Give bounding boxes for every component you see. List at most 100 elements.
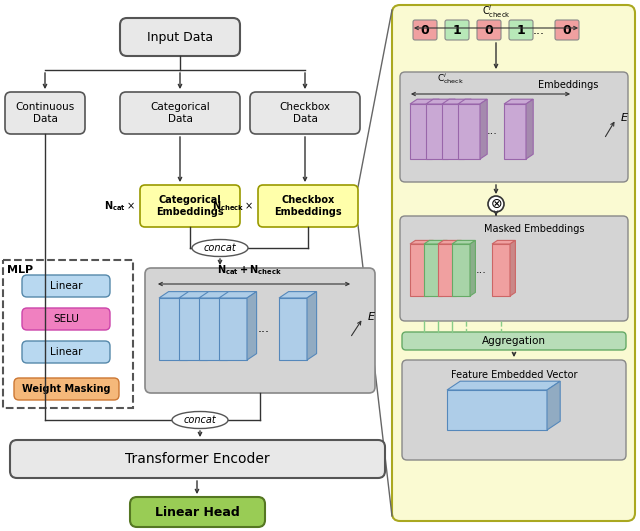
Text: ...: ...	[476, 265, 486, 275]
Circle shape	[488, 196, 504, 212]
Text: Categorical
Data: Categorical Data	[150, 102, 210, 124]
FancyBboxPatch shape	[22, 275, 110, 297]
Text: 1: 1	[516, 23, 525, 37]
FancyBboxPatch shape	[392, 5, 635, 521]
Text: 0: 0	[563, 23, 572, 37]
Text: Masked Embeddings: Masked Embeddings	[484, 224, 584, 234]
Text: $\mathrm{C}^i_{\mathrm{check}}$: $\mathrm{C}^i_{\mathrm{check}}$	[436, 71, 463, 86]
Polygon shape	[526, 99, 533, 159]
Polygon shape	[159, 292, 196, 298]
Text: Aggregation: Aggregation	[482, 336, 546, 346]
FancyBboxPatch shape	[258, 185, 358, 227]
Polygon shape	[428, 241, 433, 296]
Text: $\mathbf{N}_{\mathbf{check}}\times$: $\mathbf{N}_{\mathbf{check}}\times$	[212, 199, 253, 213]
Text: concat: concat	[204, 243, 236, 253]
Polygon shape	[464, 99, 471, 159]
Polygon shape	[410, 241, 433, 244]
Polygon shape	[442, 241, 447, 296]
Polygon shape	[219, 298, 247, 360]
FancyBboxPatch shape	[120, 92, 240, 134]
Text: Transformer Encoder: Transformer Encoder	[125, 452, 270, 466]
Ellipse shape	[172, 412, 228, 429]
Text: Embeddings: Embeddings	[538, 80, 598, 90]
FancyBboxPatch shape	[400, 216, 628, 321]
FancyBboxPatch shape	[10, 440, 385, 478]
Text: Linear: Linear	[50, 347, 83, 357]
Text: MLP: MLP	[7, 265, 33, 275]
Polygon shape	[179, 298, 207, 360]
Polygon shape	[456, 241, 461, 296]
Polygon shape	[447, 390, 547, 430]
Text: Linear Head: Linear Head	[155, 506, 240, 518]
Polygon shape	[279, 292, 317, 298]
FancyBboxPatch shape	[145, 268, 375, 393]
Polygon shape	[442, 104, 464, 159]
FancyBboxPatch shape	[402, 360, 626, 460]
Polygon shape	[187, 292, 196, 360]
Text: Weight Masking: Weight Masking	[22, 384, 111, 394]
Polygon shape	[547, 381, 560, 430]
FancyBboxPatch shape	[402, 332, 626, 350]
Text: Linear: Linear	[50, 281, 83, 291]
Ellipse shape	[192, 239, 248, 256]
Polygon shape	[199, 292, 237, 298]
FancyBboxPatch shape	[3, 260, 133, 408]
Polygon shape	[432, 99, 439, 159]
Polygon shape	[470, 241, 476, 296]
Polygon shape	[504, 104, 526, 159]
Polygon shape	[492, 241, 515, 244]
Polygon shape	[438, 241, 461, 244]
FancyBboxPatch shape	[120, 18, 240, 56]
Polygon shape	[480, 99, 487, 159]
Polygon shape	[426, 99, 455, 104]
Polygon shape	[504, 99, 533, 104]
Text: concat: concat	[184, 415, 216, 425]
Text: Continuous
Data: Continuous Data	[15, 102, 75, 124]
Polygon shape	[410, 104, 432, 159]
Text: SELU: SELU	[53, 314, 79, 324]
Polygon shape	[438, 244, 456, 296]
FancyBboxPatch shape	[477, 20, 501, 40]
Text: $\otimes$: $\otimes$	[490, 197, 502, 211]
Polygon shape	[510, 241, 515, 296]
Polygon shape	[159, 298, 187, 360]
FancyBboxPatch shape	[250, 92, 360, 134]
Polygon shape	[199, 298, 227, 360]
Polygon shape	[452, 244, 470, 296]
Polygon shape	[207, 292, 216, 360]
Polygon shape	[447, 381, 560, 390]
Text: Input Data: Input Data	[147, 30, 213, 44]
Text: $E$: $E$	[367, 310, 376, 322]
FancyBboxPatch shape	[130, 497, 265, 527]
Polygon shape	[426, 104, 448, 159]
Polygon shape	[179, 292, 216, 298]
Text: ...: ...	[533, 23, 545, 37]
FancyBboxPatch shape	[445, 20, 469, 40]
FancyBboxPatch shape	[509, 20, 533, 40]
FancyBboxPatch shape	[140, 185, 240, 227]
Polygon shape	[492, 244, 510, 296]
FancyBboxPatch shape	[555, 20, 579, 40]
Polygon shape	[458, 104, 480, 159]
Polygon shape	[247, 292, 257, 360]
Polygon shape	[410, 99, 439, 104]
Text: $\mathbf{N_{cat}+N_{check}}$: $\mathbf{N_{cat}+N_{check}}$	[218, 263, 282, 277]
Polygon shape	[458, 99, 487, 104]
Text: Checkbox
Embeddings: Checkbox Embeddings	[274, 195, 342, 217]
Text: Categorical
Embeddings: Categorical Embeddings	[156, 195, 224, 217]
Text: Feature Embedded Vector: Feature Embedded Vector	[451, 370, 577, 380]
Text: ...: ...	[486, 126, 497, 136]
Polygon shape	[279, 298, 307, 360]
Text: 1: 1	[452, 23, 461, 37]
Polygon shape	[448, 99, 455, 159]
FancyBboxPatch shape	[14, 378, 119, 400]
Text: Checkbox
Data: Checkbox Data	[280, 102, 330, 124]
Polygon shape	[452, 241, 476, 244]
FancyBboxPatch shape	[22, 341, 110, 363]
Polygon shape	[410, 244, 428, 296]
Polygon shape	[307, 292, 317, 360]
Polygon shape	[219, 292, 257, 298]
Polygon shape	[424, 241, 447, 244]
Text: ...: ...	[258, 322, 270, 336]
Text: $\mathbf{N}_{\mathbf{cat}}\times$: $\mathbf{N}_{\mathbf{cat}}\times$	[104, 199, 135, 213]
